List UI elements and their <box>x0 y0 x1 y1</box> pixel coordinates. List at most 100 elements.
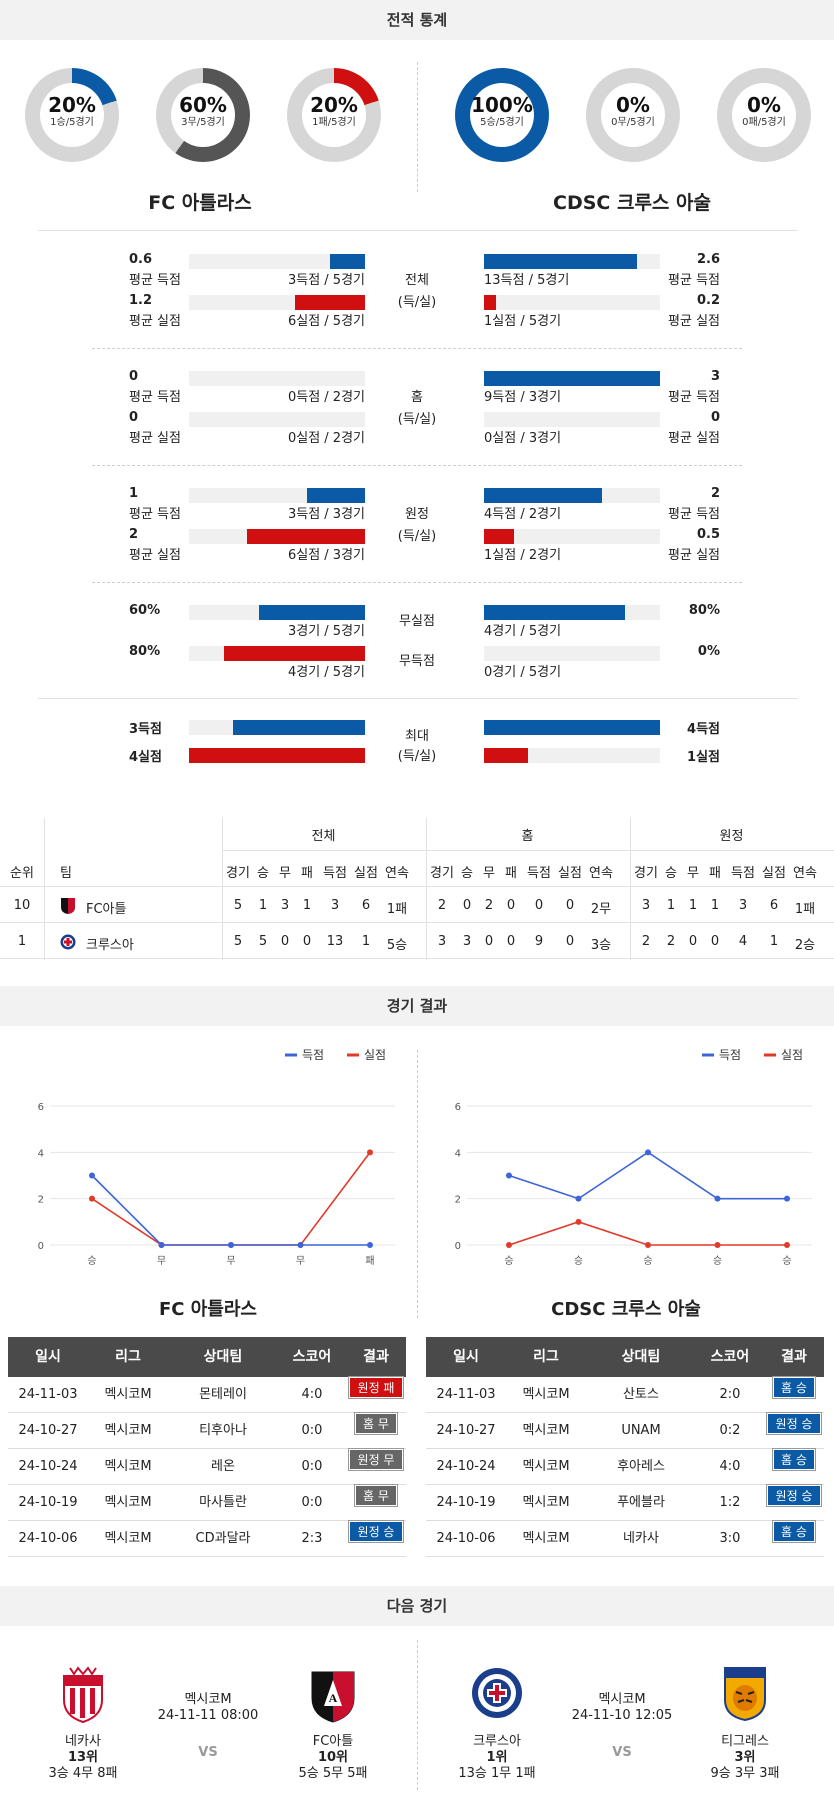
right-scored-bar-fill <box>484 254 637 269</box>
left-donut-hole: 20% 1승/5경기 <box>40 83 104 147</box>
group-title: 원정 <box>405 507 429 522</box>
standings-sub-col: 경기 <box>226 866 250 881</box>
next-divider <box>417 1640 418 1790</box>
standings-cell: 2 <box>484 898 494 913</box>
left-noscore-value: 80% <box>129 644 161 659</box>
group-title: 전체 <box>405 273 429 288</box>
right-team-name: CDSC 크루스 아술 <box>553 192 711 214</box>
right-clean-value: 80% <box>688 603 720 618</box>
right-avg-conceded-value: 0.2 <box>696 293 720 308</box>
results-header-cell: 일시 <box>453 1349 479 1365</box>
left-clean-bar-fill <box>259 605 365 620</box>
left-conceded-bar <box>189 412 365 427</box>
right-max-scored: 4득점 <box>687 722 720 737</box>
left-results-chart: 득점 실점 0 2 4 6 승 무 무 무 패 <box>38 1048 395 1267</box>
series-point-1 <box>784 1242 790 1248</box>
results-opp: CD과달라 <box>195 1531 251 1546</box>
standings-sub-col: 승 <box>257 866 269 881</box>
right-conceded-bar-fill <box>484 529 514 544</box>
results-row: 24-10-19 멕시코M 마사틀란 0:0 홈 무 <box>8 1484 406 1521</box>
left-scored-bar <box>189 488 365 503</box>
left-donut-hole: 20% 1패/5경기 <box>302 83 366 147</box>
y-tick-label: 2 <box>455 1195 461 1206</box>
left-clean-value: 60% <box>129 603 161 618</box>
left-max-conceded-bar <box>189 748 365 763</box>
results-header-cell: 스코어 <box>292 1349 332 1365</box>
results-opp: 후아레스 <box>617 1459 665 1474</box>
standings-cell: 0 <box>688 934 698 949</box>
series-point-1 <box>575 1218 582 1225</box>
right-scored-bar <box>484 254 660 269</box>
results-score: 4:0 <box>719 1459 741 1474</box>
left-avg-scored-label: 평균 득점 <box>129 390 181 405</box>
group-separator <box>92 582 742 583</box>
results-header-cell: 리그 <box>533 1349 559 1365</box>
standings-cell: 0 <box>710 934 720 949</box>
tigres-logo-icon <box>724 1667 766 1722</box>
right-conceded-bar <box>484 295 660 310</box>
left-conceded-bar-fill <box>247 529 365 544</box>
standings-cell: 0 <box>302 934 312 949</box>
y-tick-label: 4 <box>38 1148 44 1159</box>
group-separator <box>92 348 742 349</box>
results-score: 4:0 <box>301 1387 323 1402</box>
standings-cell: 0 <box>506 898 516 913</box>
left-donut-pct: 20% <box>310 93 358 117</box>
standings-sub-col: 연속 <box>589 866 613 881</box>
next-right-home-rank: 1위 <box>486 1750 508 1765</box>
result-badge: 홈 무 <box>354 1484 398 1507</box>
results-header-cell: 일시 <box>35 1349 61 1365</box>
right-scored-bar <box>484 371 660 386</box>
results-row: 24-10-24 멕시코M 레온 0:0 원정 무 <box>8 1448 406 1485</box>
left-avg-conceded-label: 평균 실점 <box>129 314 181 329</box>
series-point-1 <box>714 1242 721 1248</box>
standings-cell: 1 <box>710 898 720 913</box>
y-tick-label: 0 <box>38 1241 44 1252</box>
right-clean-bar <box>484 605 660 620</box>
standings-sub-col: 무 <box>483 866 495 881</box>
standings-sub-col: 실점 <box>762 866 786 881</box>
series-point-0 <box>89 1172 95 1179</box>
results-date: 24-10-24 <box>436 1459 496 1474</box>
right-avg-scored-value: 3 <box>710 369 720 384</box>
standings-sub-col: 경기 <box>430 866 454 881</box>
next-left-home-name: 네카사 <box>65 1734 101 1749</box>
standings-group-header: 전체 <box>311 829 336 844</box>
standings-vline <box>44 818 45 960</box>
left-max-scored: 3득점 <box>129 722 162 737</box>
results-row: 24-10-06 멕시코M CD과달라 2:3 원정 승 <box>8 1520 406 1557</box>
left-avg-scored-value: 0.6 <box>129 252 153 267</box>
right-scored-bar-fill <box>484 371 660 386</box>
standings-cell: 0 <box>280 934 290 949</box>
results-header-cell: 결과 <box>363 1349 389 1365</box>
results-date: 24-10-27 <box>18 1423 78 1438</box>
left-donut-hole: 60% 3무/5경기 <box>171 83 235 147</box>
standings-cell: 3 <box>738 898 748 913</box>
next-left-away-name: FC아틀 <box>312 1734 354 1749</box>
standings-vline <box>222 818 223 960</box>
next-right-datetime: 24-11-10 12:05 <box>571 1708 673 1723</box>
results-league: 멕시코M <box>522 1531 570 1546</box>
results-score: 0:0 <box>301 1459 323 1474</box>
right-avg-conceded-label: 평균 실점 <box>668 314 720 329</box>
standings-vline <box>426 818 427 858</box>
left-results-header: 일시 리그 상대팀 스코어 결과 <box>8 1337 406 1377</box>
left-avg-scored-label: 평균 득점 <box>129 507 181 522</box>
right-avg-conceded-label: 평균 실점 <box>668 548 720 563</box>
legend-label: 득점 <box>302 1048 324 1062</box>
y-tick-label: 4 <box>455 1148 461 1159</box>
results-opp: 레온 <box>211 1459 235 1474</box>
next-right-away-rank: 3위 <box>734 1750 756 1765</box>
results-date: 24-10-06 <box>436 1531 496 1546</box>
standings-sub-col: 득점 <box>323 866 347 881</box>
standings-rank: 10 <box>13 898 31 913</box>
standings-sub-col: 실점 <box>558 866 582 881</box>
results-row: 24-10-27 멕시코M 티후아나 0:0 홈 무 <box>8 1412 406 1449</box>
left-conceded-detail: 0실점 / 2경기 <box>287 431 365 446</box>
left-donut-2: 20% 1패/5경기 <box>287 68 381 162</box>
next-right-vs: VS <box>612 1745 632 1760</box>
series-point-0 <box>784 1195 790 1202</box>
left-donut-pct: 20% <box>48 93 96 117</box>
standings-cell: 5 <box>233 898 243 913</box>
series-point-0 <box>575 1195 582 1202</box>
